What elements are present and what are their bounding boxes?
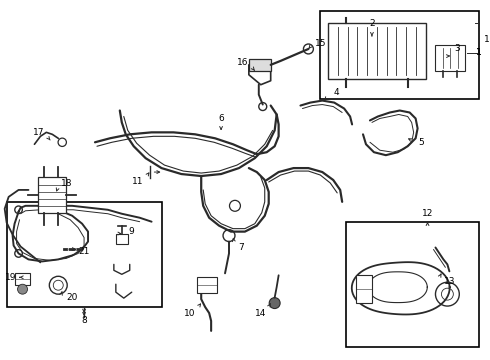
Text: 8: 8 [81,316,87,325]
Text: 5: 5 [418,138,424,147]
Text: 16: 16 [237,58,248,67]
Text: 18: 18 [60,180,72,189]
Bar [197,277,217,293]
Text: 12: 12 [422,209,433,218]
Bar [116,234,128,243]
Text: 3: 3 [454,45,460,54]
Text: 20: 20 [67,293,78,302]
Text: 19: 19 [5,273,16,282]
Bar [249,59,270,71]
Bar [320,11,479,99]
Text: 7: 7 [238,243,244,252]
Text: 1: 1 [476,49,482,58]
Text: 2: 2 [369,19,375,28]
Bar [38,177,66,213]
Bar [7,202,162,307]
Text: 1: 1 [484,35,490,44]
Text: 10: 10 [184,309,195,318]
Text: 1: 1 [476,49,482,58]
Bar [328,23,425,79]
Circle shape [269,298,280,309]
Text: 13: 13 [443,277,455,286]
Bar [15,273,30,285]
Text: 4: 4 [333,88,339,97]
Text: 17: 17 [33,128,44,137]
Circle shape [18,284,27,294]
Bar [346,222,479,347]
Text: 11: 11 [132,177,144,186]
Text: 6: 6 [218,114,224,123]
Text: 14: 14 [255,309,267,318]
Text: 21: 21 [78,247,90,256]
Text: 9: 9 [129,227,135,236]
Bar [356,275,372,303]
Bar [436,45,465,71]
Text: 15: 15 [315,39,326,48]
